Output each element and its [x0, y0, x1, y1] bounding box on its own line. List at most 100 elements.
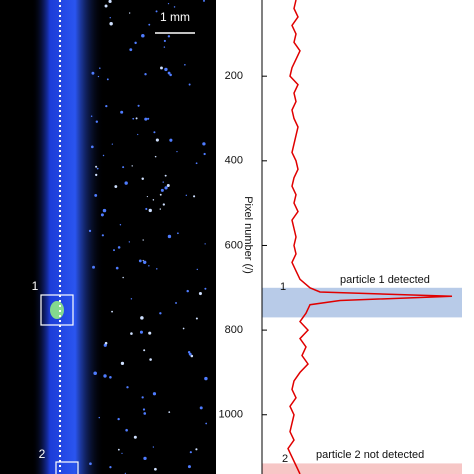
speckle	[132, 117, 135, 120]
speckle	[204, 376, 208, 381]
speckle	[186, 289, 189, 293]
speckle	[102, 154, 105, 157]
speckle	[167, 35, 171, 38]
speckle	[160, 188, 164, 192]
profile-line	[287, 0, 453, 474]
box-1-label: 1	[32, 279, 39, 293]
speckle	[169, 73, 172, 77]
speckle	[129, 48, 133, 52]
tick-label: 400	[225, 155, 243, 167]
speckle	[168, 411, 171, 414]
annotation-text: particle 1 detected	[340, 274, 430, 286]
particle-glow	[50, 301, 64, 319]
highlight-band	[262, 287, 462, 318]
speckle	[144, 117, 148, 121]
speckle	[146, 195, 148, 198]
speckle	[143, 349, 146, 352]
speckle	[204, 287, 207, 290]
speckle	[167, 3, 170, 5]
speckle	[130, 332, 133, 335]
speckle	[122, 276, 124, 279]
speckle	[91, 71, 95, 75]
speckle	[205, 422, 208, 425]
speckle	[163, 39, 166, 43]
speckle	[145, 207, 148, 211]
speckle	[109, 466, 112, 469]
speckle	[109, 17, 111, 19]
speckle	[88, 229, 92, 233]
speckle	[139, 330, 143, 334]
speckle	[109, 22, 113, 26]
tick-label: 200	[225, 70, 243, 82]
speckle	[202, 142, 206, 146]
speckle	[164, 174, 167, 177]
speckle	[159, 193, 162, 196]
speckle	[133, 435, 137, 439]
tick-label: 1000	[219, 409, 243, 421]
speckle	[162, 203, 165, 206]
speckle	[101, 234, 104, 237]
profile-plot: 200 400 600 800 1000 Pixel number (/) 1 particl…	[219, 0, 462, 474]
speckle	[109, 376, 112, 379]
speckle	[126, 386, 129, 389]
annotation-number: 2	[282, 453, 288, 465]
speckle	[113, 249, 115, 252]
speckle	[94, 193, 98, 197]
speckle	[96, 167, 99, 170]
speckle	[196, 268, 198, 271]
speckle	[141, 396, 144, 399]
speckle	[173, 6, 176, 8]
box-2	[55, 461, 79, 474]
speckle	[128, 12, 131, 14]
fluorescent-streak	[32, 0, 104, 474]
speckle	[105, 104, 108, 108]
speckle	[142, 259, 144, 262]
speckle	[124, 181, 128, 185]
speckles	[50, 0, 208, 474]
speckle	[95, 120, 99, 123]
speckle	[195, 162, 198, 165]
annotation-text: particle 2 not detected	[316, 449, 424, 461]
speckle	[203, 0, 205, 2]
annotation-number: 1	[280, 281, 286, 293]
speckle	[122, 166, 125, 169]
speckle	[134, 41, 137, 45]
speckle	[162, 181, 164, 183]
speckle	[154, 467, 157, 471]
speckle	[108, 0, 112, 4]
speckle	[176, 151, 178, 153]
speckle	[114, 185, 118, 188]
tick-label: 800	[225, 324, 243, 336]
speckle	[166, 184, 170, 188]
speckle	[160, 66, 163, 70]
speckle	[188, 352, 192, 356]
highlight-band	[262, 463, 462, 474]
tick-label: 600	[225, 239, 243, 251]
speckle	[195, 448, 198, 451]
speckle	[111, 310, 113, 313]
speckle	[95, 173, 98, 177]
speckle	[185, 194, 188, 197]
speckle	[137, 133, 139, 136]
speckle	[148, 23, 151, 26]
speckle	[100, 213, 104, 217]
speckle	[175, 302, 177, 304]
speckle	[120, 361, 125, 366]
speckle	[187, 465, 191, 469]
speckle	[155, 138, 159, 142]
speckle	[159, 208, 161, 210]
speckle	[167, 234, 172, 239]
speckle	[159, 312, 162, 315]
speckle	[99, 67, 101, 69]
speckle	[167, 71, 171, 75]
speckle	[153, 131, 156, 134]
box-2-label: 2	[39, 447, 46, 461]
speckle	[193, 195, 196, 198]
speckle	[130, 298, 133, 300]
speckle	[117, 417, 120, 421]
speckle	[90, 115, 93, 118]
speckle	[141, 33, 145, 38]
speckle	[104, 341, 108, 345]
